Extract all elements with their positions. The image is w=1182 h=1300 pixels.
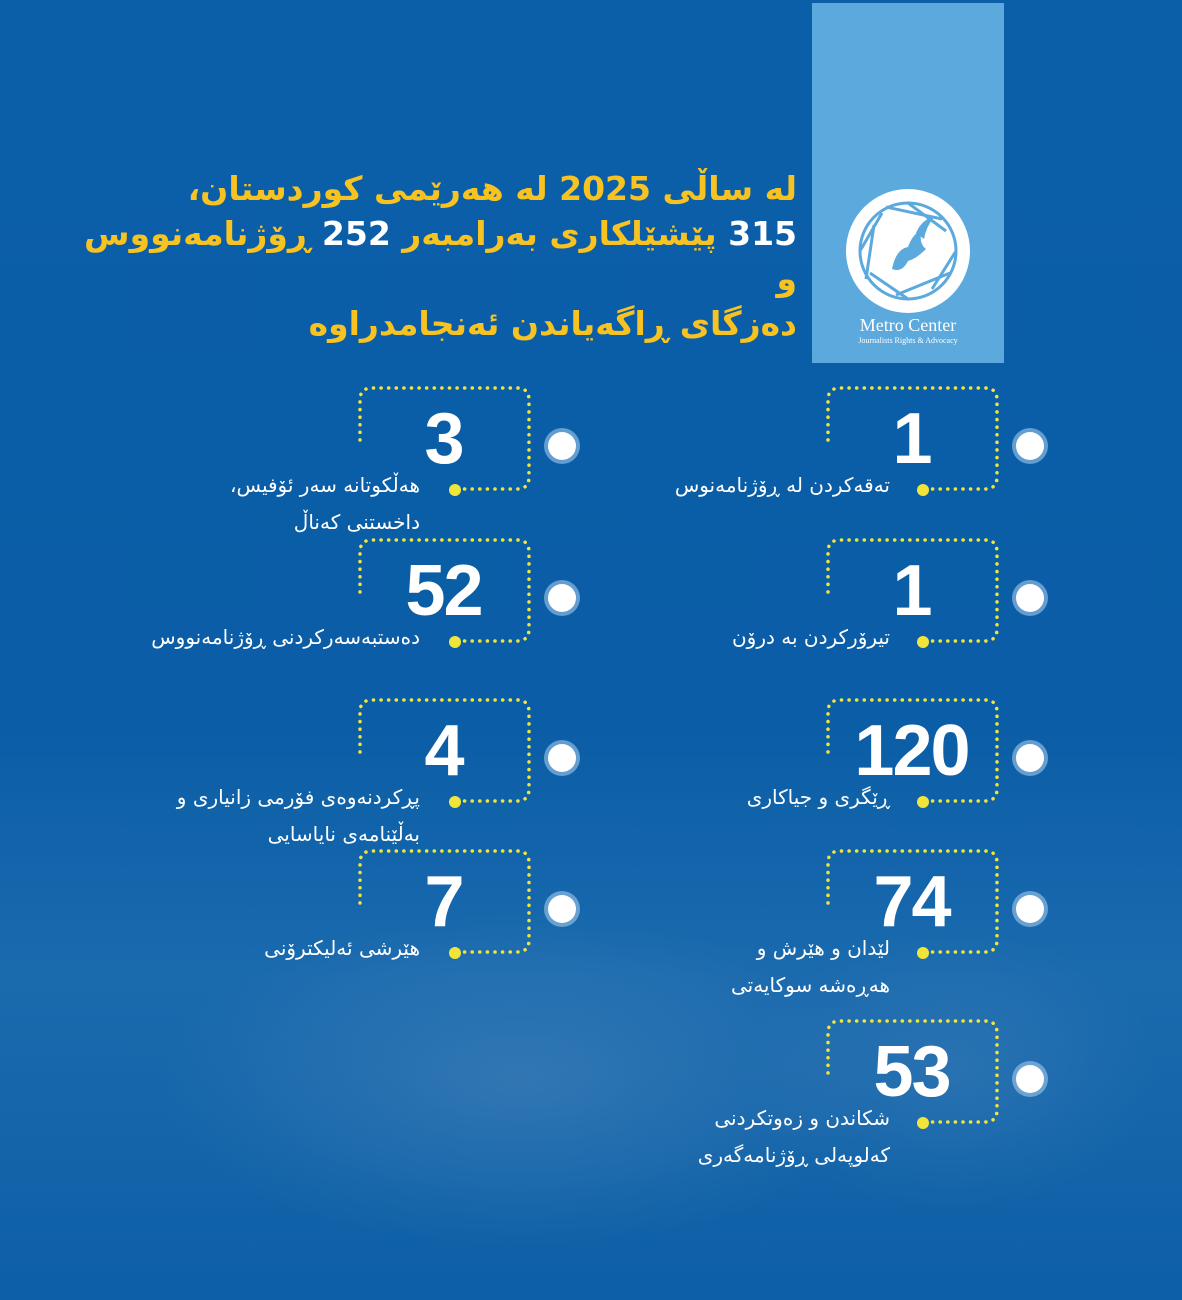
bullet-circle-icon <box>1016 895 1044 923</box>
headline-line-2: 315 پێشێلکاری بەرامبەر 252 ڕۆژنامەنووس و <box>77 211 797 301</box>
headline-line-1: لە ساڵی 2025 لە هەرێمی کوردستان، <box>187 169 797 208</box>
stat-card-right-1: 1 <box>825 385 1065 545</box>
stat-label: شکاندن و زەوتکردنی کەلوپەلی ڕۆژنامەگەری <box>698 1100 890 1174</box>
stat-label: لێدان و هێرش و هەڕەشە سوکایەتی <box>731 930 890 1004</box>
stat-label-line: تەقەکردن لە ڕۆژنامەنوس <box>674 473 890 497</box>
bullet-circle-icon <box>548 895 576 923</box>
bullet-circle-icon <box>1016 432 1044 460</box>
yellow-dot <box>917 947 929 959</box>
stat-label-line: داخستنی کەناڵ <box>293 510 420 534</box>
stat-value: 1 <box>892 399 932 479</box>
stat-label: ڕێگری و جیاکاری <box>747 779 890 816</box>
stat-value: 4 <box>424 711 464 791</box>
yellow-dot <box>917 484 929 496</box>
stat-card-right-2: 1 <box>825 537 1065 697</box>
background-microphones-photo <box>0 820 1182 1300</box>
stat-label-line: پڕکردنەوەی فۆرمی زانیاری و <box>176 785 420 809</box>
bullet-circle-icon <box>1016 584 1044 612</box>
yellow-dot <box>917 796 929 808</box>
stat-value: 120 <box>854 711 970 791</box>
stat-value: 53 <box>873 1032 951 1112</box>
stat-label: دەستبەسەرکردنی ڕۆژنامەنووس <box>151 619 420 656</box>
dotted-frame <box>826 386 999 496</box>
bullet-circle-icon <box>1016 1065 1044 1093</box>
headline-text: ڕۆژنامەنووس و <box>84 214 797 298</box>
bullet-circle-icon <box>548 432 576 460</box>
dotted-frame <box>358 849 531 959</box>
logo-panel: Metro Center Journalists Rights & Advoca… <box>812 3 1004 363</box>
stat-value: 1 <box>892 551 932 631</box>
stat-label: پڕکردنەوەی فۆرمی زانیاری و بەڵێنامەی نایا… <box>177 779 420 853</box>
yellow-dot <box>449 484 461 496</box>
stat-label: هەڵکوتانە سەر ئۆفیس، داخستنی کەناڵ <box>230 467 420 541</box>
stat-label: تەقەکردن لە ڕۆژنامەنوس <box>675 467 890 504</box>
stat-value: 74 <box>873 862 951 942</box>
stat-value: 7 <box>424 862 464 942</box>
stat-card-right-3: 120 <box>825 697 1065 857</box>
stat-card-left-1: 3 <box>357 385 597 545</box>
dotted-frame <box>826 538 999 648</box>
stat-card-right-4: 74 <box>825 848 1065 1008</box>
headline: لە ساڵی 2025 لە هەرێمی کوردستان، 315 پێش… <box>77 166 797 346</box>
dotted-frame <box>826 1019 999 1129</box>
stat-label-line: دەستبەسەرکردنی ڕۆژنامەنووس <box>151 625 420 649</box>
stat-label-line: لێدان و هێرش و <box>756 936 890 960</box>
dotted-frame <box>358 698 531 808</box>
stat-card-right-5: 53 <box>825 1018 1065 1178</box>
yellow-dot <box>917 636 929 648</box>
stat-label-line: بەڵێنامەی نایاسایی <box>267 822 420 846</box>
bullet-circle-icon <box>548 584 576 612</box>
stat-label: هێرشی ئەلیکترۆنی <box>264 930 420 967</box>
logo-icon <box>846 189 970 313</box>
yellow-dot <box>449 796 461 808</box>
yellow-dot <box>449 947 461 959</box>
dotted-frame <box>826 698 999 808</box>
stat-label-line: هەڕەشە سوکایەتی <box>730 973 890 997</box>
stat-value: 52 <box>405 551 483 631</box>
dotted-frame <box>826 849 999 959</box>
yellow-dot <box>917 1117 929 1129</box>
stat-label-line: هەڵکوتانە سەر ئۆفیس، <box>230 473 420 497</box>
headline-line-3: دەزگای ڕاگەیاندن ئەنجامدراوە <box>308 304 797 343</box>
logo-name: Metro Center <box>859 315 957 335</box>
yellow-dot <box>449 636 461 648</box>
stat-label: تیرۆرکردن بە درۆن <box>732 619 890 656</box>
stat-label-line: هێرشی ئەلیکترۆنی <box>264 936 420 960</box>
headline-text: پێشێلکاری بەرامبەر <box>402 214 717 253</box>
stat-label-line: شکاندن و زەوتکردنی <box>714 1106 890 1130</box>
logo-subtitle: Journalists Rights & Advocacy <box>858 336 958 345</box>
stat-card-left-4: 7 <box>357 848 597 1008</box>
dotted-frame <box>358 386 531 496</box>
bullet-circle-icon <box>1016 744 1044 772</box>
stat-label-line: ڕێگری و جیاکاری <box>746 785 890 809</box>
stat-value: 3 <box>424 399 464 479</box>
stat-card-left-2: 52 <box>357 537 597 697</box>
stat-label-line: کەلوپەلی ڕۆژنامەگەری <box>697 1143 890 1167</box>
stat-label-line: تیرۆرکردن بە درۆن <box>731 625 890 649</box>
violations-count: 315 <box>728 214 797 253</box>
bullet-circle-icon <box>548 744 576 772</box>
journalists-count: 252 <box>321 214 391 253</box>
dotted-frame <box>358 538 531 648</box>
stat-card-left-3: 4 <box>357 697 597 857</box>
